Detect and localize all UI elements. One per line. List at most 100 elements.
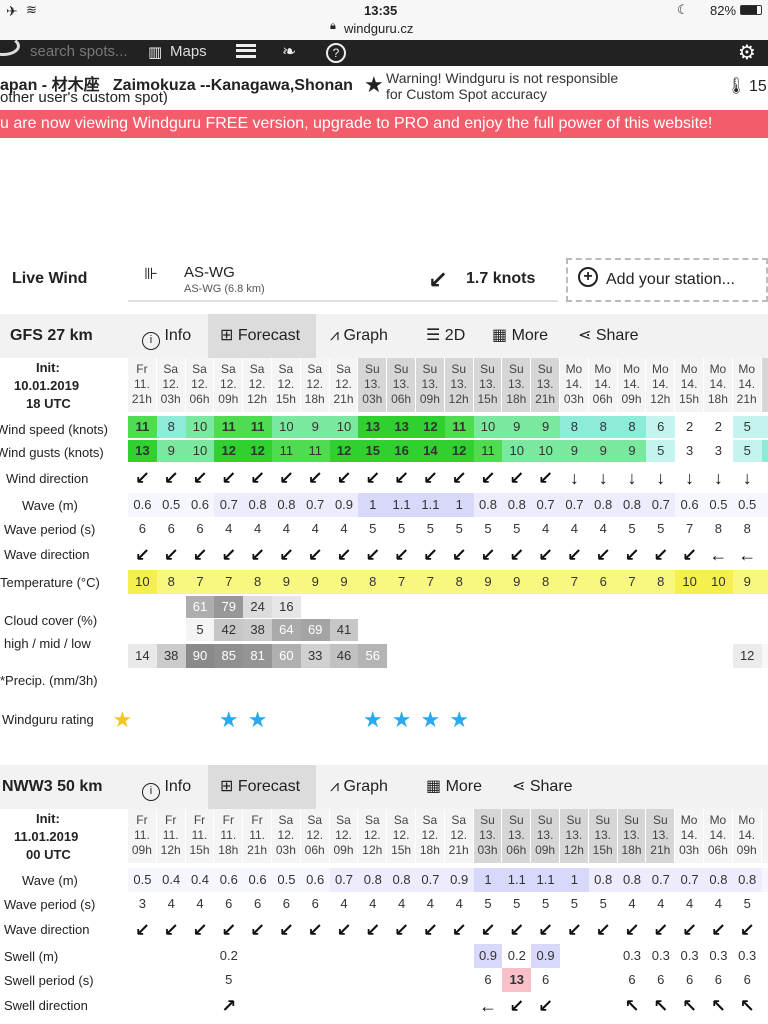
date-header-cell: Su 13. 03h: [358, 358, 387, 412]
date-header-hour: 09h: [218, 392, 239, 406]
live-station-box[interactable]: ⊪ AS-WG AS-WG (6.8 km) ↙ 1.7 knots: [128, 258, 558, 302]
swell-period-cell: 6: [743, 972, 751, 987]
wave-direction-arrow: ↙: [653, 920, 669, 940]
add-station-button[interactable]: + Add your station...: [566, 258, 768, 302]
logo-icon[interactable]: [0, 36, 20, 56]
date-header-hour: 09h: [333, 843, 354, 857]
date-header-day: Su: [508, 813, 524, 827]
date-header-date: 13.: [536, 828, 554, 842]
swell-period-cell: [560, 968, 589, 992]
wave-period-cell: 4: [253, 521, 262, 536]
tab-share[interactable]: ⋖ Share: [572, 314, 662, 358]
wave-period-cell: 6: [282, 896, 291, 911]
wind-gust-cell: 11: [473, 440, 503, 462]
nww3-tab-info[interactable]: i Info: [134, 765, 206, 809]
wind-speed-cell: 8: [560, 416, 589, 438]
wind-speed-cell: 11: [128, 416, 157, 438]
date-header-date: 12.: [306, 377, 324, 391]
date-header-date: 11.: [162, 828, 179, 842]
wind-speed-cell: 6: [646, 416, 676, 438]
date-header-date: 13.: [594, 828, 612, 842]
date-header-hour: 15h: [477, 392, 498, 406]
wave-direction-arrow: ↙: [192, 545, 208, 565]
wave-direction-arrow: ↙: [336, 920, 352, 940]
date-header-date: 11.: [220, 828, 237, 842]
date-header-cell: Su 13. 15h: [588, 809, 617, 863]
date-header-hour: 15h: [391, 843, 412, 857]
date-header-date: 12.: [363, 828, 381, 842]
tab-info[interactable]: i Info: [134, 314, 206, 358]
grid-icon: ⊞: [220, 778, 234, 795]
date-header-date: 13.: [479, 377, 496, 391]
wave-direction-arrow: ↙: [278, 545, 294, 565]
swell-direction-arrow: [157, 994, 186, 1018]
swell-height-cell: [301, 944, 330, 968]
date-header-cell: Sa 12. 06h: [300, 809, 329, 863]
wave-direction-arrow: ↙: [624, 545, 640, 565]
wave-icon[interactable]: ❧: [282, 42, 297, 61]
date-header-cell: Su 13. 06h: [387, 358, 415, 412]
wave-direction-arrow: ↙: [336, 545, 352, 565]
swell-period-cell: [358, 968, 387, 992]
wave-height-cell: 0.8: [387, 868, 416, 892]
date-header-cell: Mo 14. 03h: [675, 809, 703, 863]
date-header-date: 14.: [565, 377, 583, 391]
nww3-init-date: 11.01.2019: [14, 829, 79, 844]
wifi-icon: ≋: [26, 2, 37, 17]
nww3-tab-forecast[interactable]: ⊞ Forecast: [208, 765, 316, 809]
help-icon[interactable]: ?: [326, 43, 346, 63]
date-header-date: 12.: [335, 377, 352, 391]
nww3-tab-share[interactable]: ⋖ Share: [506, 765, 596, 809]
date-header-day: Tu: [762, 362, 768, 377]
cloud-mid-cell: [618, 619, 647, 641]
cloud-high-cell: 79: [214, 596, 244, 618]
date-header-cell: Mo 14. 18h: [704, 358, 732, 412]
tab-forecast[interactable]: ⊞ Forecast: [208, 314, 316, 358]
swell-period-cell: [128, 968, 157, 992]
nww3-tab-graph[interactable]: ⩘ Graph: [322, 765, 412, 809]
rating-star-icon: ★: [112, 707, 133, 732]
tab-graph[interactable]: ⩘ Graph: [322, 314, 412, 358]
tab-2d[interactable]: ☰ 2D: [420, 314, 484, 358]
date-header-day: Fr: [136, 362, 148, 376]
wave-direction-arrow: ↙: [682, 920, 698, 940]
top-navigation: search spots... ▥ Maps ❧ ? ⚙: [0, 36, 768, 66]
date-header-date: 15.: [762, 377, 768, 392]
date-header-hour: 18h: [506, 392, 527, 406]
date-header-cell: M11: [761, 809, 768, 863]
tab-more[interactable]: ▦ More: [486, 314, 566, 358]
station-name: AS-WG: [184, 264, 235, 281]
date-header-day: Su: [537, 813, 553, 827]
date-header-hour: 09h: [621, 392, 642, 406]
url-label[interactable]: windguru.cz: [344, 21, 414, 36]
date-header-date: 14.: [651, 377, 669, 391]
wave-period-cell: 6: [196, 521, 204, 536]
cloud-high-cell: [589, 596, 618, 618]
swell-height-cell: [445, 944, 474, 968]
cloud-mid-cell: [387, 619, 416, 641]
date-header-hour: 15h: [592, 843, 613, 857]
date-header-hour: 21h: [535, 392, 556, 406]
date-header-day: Su: [422, 362, 438, 376]
wave-height-cell: 0.8: [473, 493, 503, 517]
wave-height-cell: 0.5: [272, 868, 301, 892]
date-header-day: Sa: [451, 813, 467, 827]
maps-button[interactable]: Maps: [170, 43, 207, 60]
wave-height-cell: 0.6: [300, 868, 330, 892]
date-header-day: Sa: [249, 362, 265, 376]
date-header-day: Sa: [278, 362, 294, 376]
date-header-day: Sa: [393, 813, 409, 827]
gfs-label-wave-dir: Wave direction: [4, 547, 90, 562]
pro-upgrade-banner[interactable]: u are now viewing Windguru FREE version,…: [0, 110, 768, 138]
settings-icon[interactable]: ⚙: [738, 42, 756, 64]
menu-icon[interactable]: [236, 44, 256, 58]
search-input[interactable]: search spots...: [30, 43, 128, 60]
nww3-tab-more[interactable]: ▦ More: [420, 765, 500, 809]
swell-period-cell: [157, 968, 186, 992]
info-icon: i: [142, 332, 160, 350]
wave-period-cell: 5: [599, 896, 607, 911]
temperature-cell: 8: [531, 570, 560, 594]
cloud-high-cell: [502, 596, 531, 618]
wave-height-cell: 0.9: [329, 493, 359, 517]
date-header-day: M: [762, 813, 768, 828]
